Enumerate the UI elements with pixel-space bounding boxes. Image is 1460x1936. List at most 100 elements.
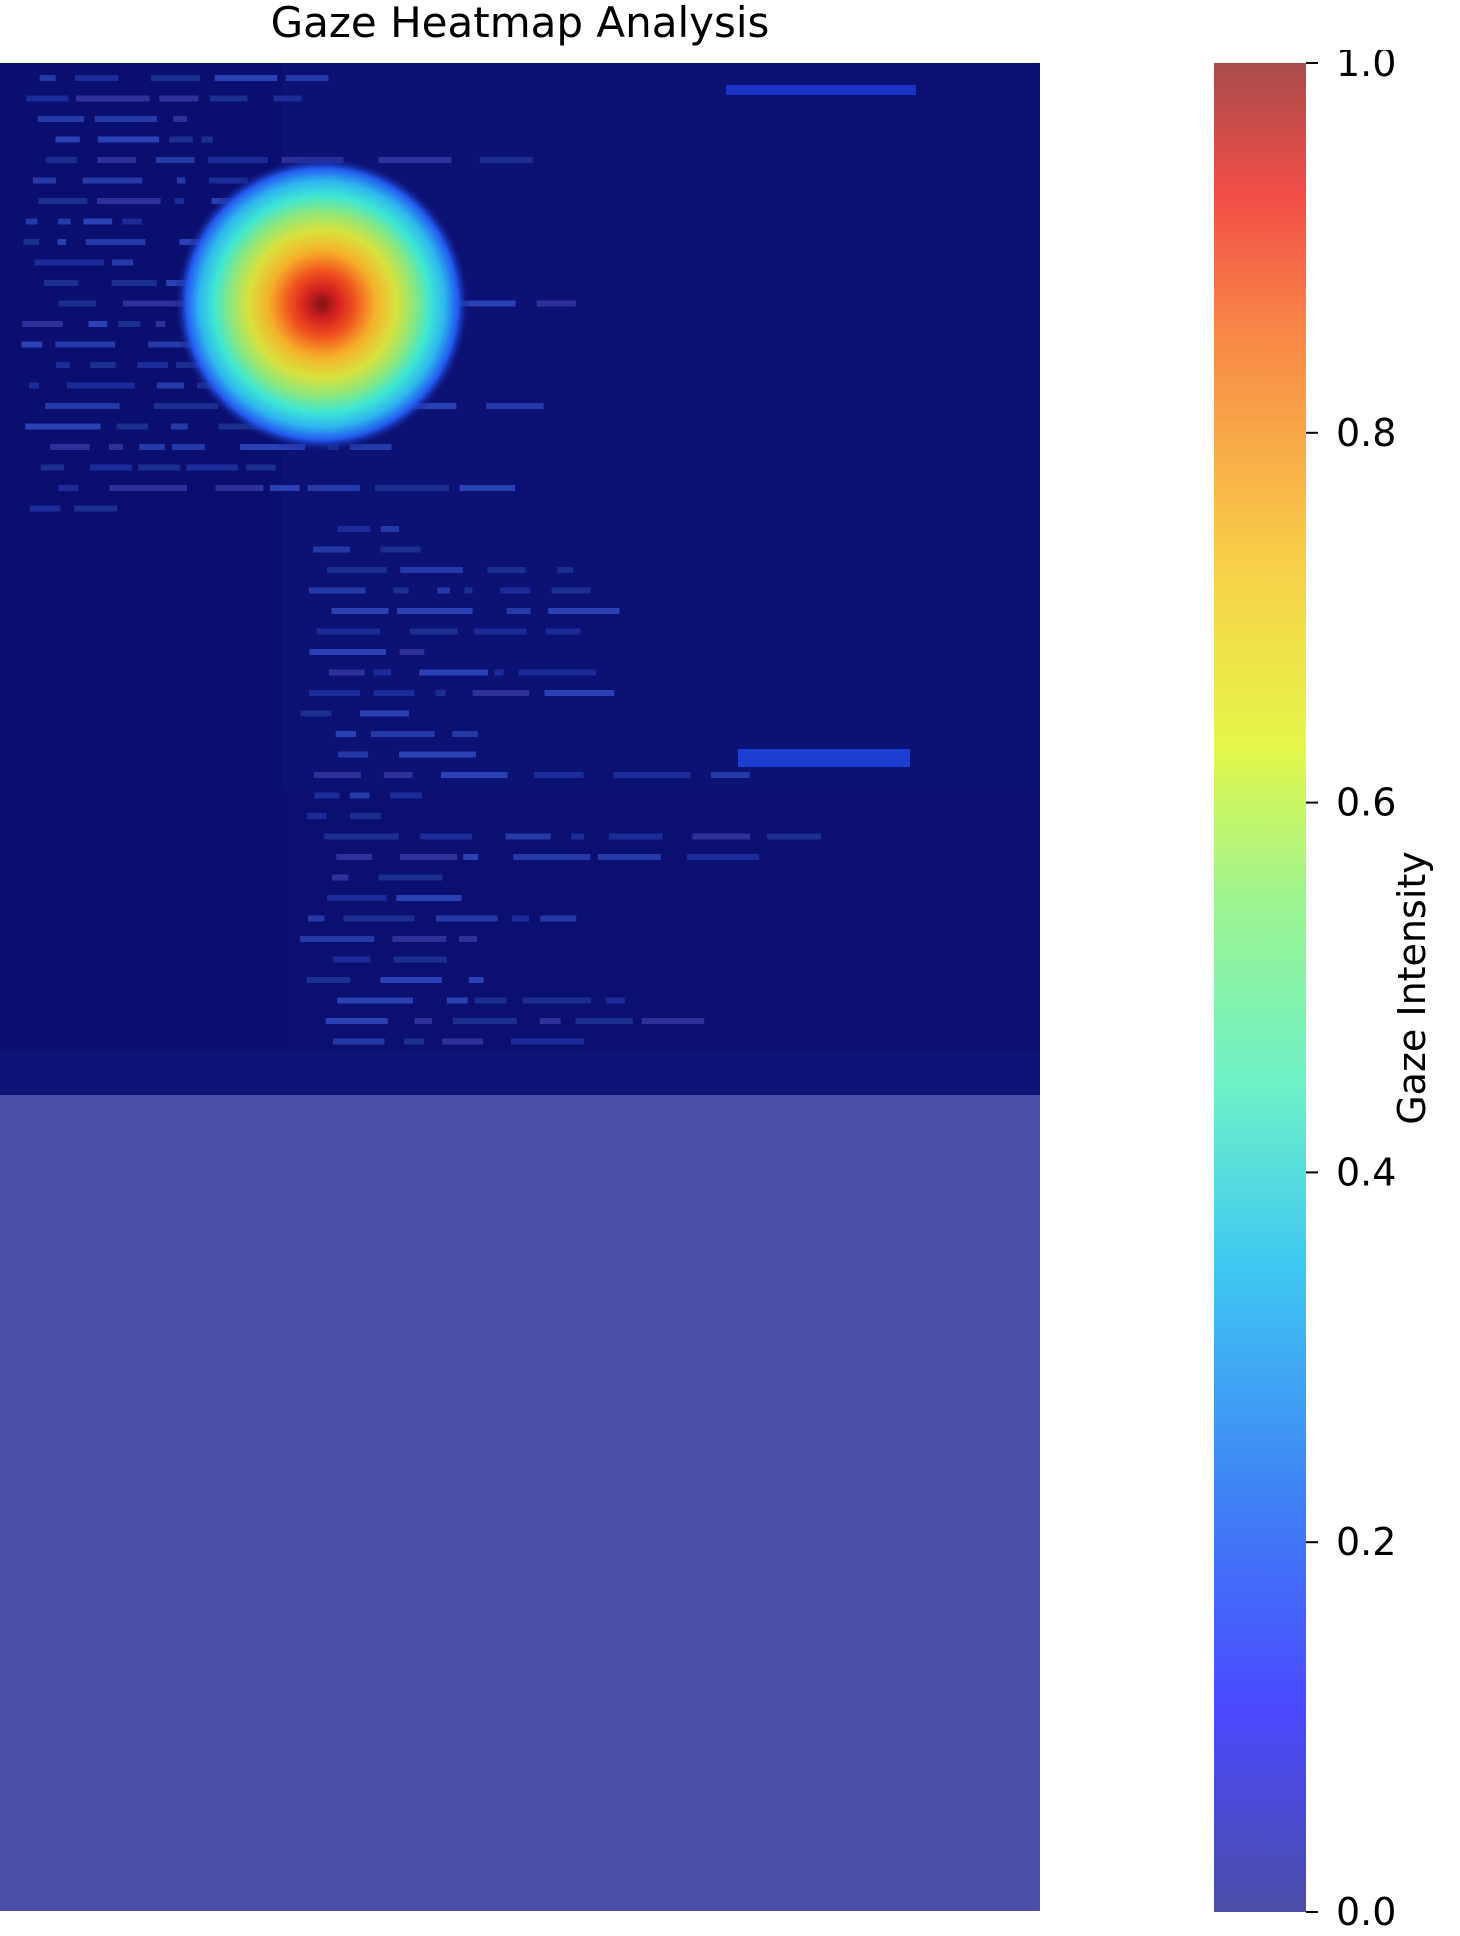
code-line-block: [455, 300, 516, 307]
code-line-block: [58, 485, 79, 491]
code-line-block: [85, 239, 146, 245]
code-line-block: [58, 300, 96, 307]
code-line-block: [513, 854, 591, 860]
code-line-block: [21, 341, 43, 348]
code-line-block: [767, 833, 822, 840]
code-line-block: [314, 792, 340, 799]
code-line-block: [22, 321, 63, 327]
code-line-block: [399, 649, 425, 655]
code-line-block: [487, 567, 526, 573]
code-line-block: [474, 997, 507, 1004]
code-line-block: [89, 464, 133, 471]
code-line-block: [327, 895, 387, 901]
code-line-block: [459, 485, 516, 491]
code-line-block: [337, 997, 413, 1004]
code-line-block: [210, 95, 248, 102]
colorbar: 0.0 0.2 0.4 0.6 0.8 1.0: [1214, 50, 1396, 1934]
code-line-block: [409, 628, 458, 635]
code-line-block: [300, 710, 332, 717]
code-line-block: [28, 382, 40, 389]
code-line-block: [325, 1018, 388, 1024]
colorbar-ticks: 0.0 0.2 0.4 0.6 0.8 1.0: [1306, 50, 1396, 1934]
code-line-block: [176, 177, 186, 184]
code-line-block: [214, 75, 278, 81]
code-line-block: [494, 669, 504, 676]
code-line-block: [307, 813, 327, 819]
code-line-block: [309, 649, 386, 655]
code-line-block: [139, 444, 165, 450]
code-line-block: [25, 218, 38, 225]
code-line-block: [686, 854, 760, 860]
code-line-block: [378, 874, 443, 881]
code-line-block: [472, 690, 530, 696]
code-line-block: [511, 1038, 585, 1045]
code-line-block: [97, 136, 159, 143]
code-line-block: [337, 526, 371, 532]
code-line-block: [50, 444, 90, 450]
code-line-block: [156, 382, 185, 389]
code-line-block: [333, 956, 371, 963]
code-line-block: [453, 1018, 517, 1024]
colorbar-tick-label: 0.0: [1336, 1890, 1396, 1934]
code-line-block: [32, 177, 56, 184]
code-line-block: [335, 731, 356, 737]
code-line-block: [518, 669, 597, 676]
code-line-block: [155, 321, 166, 327]
code-line-block: [97, 157, 137, 163]
code-line-block: [392, 936, 447, 942]
code-line-block: [571, 833, 584, 840]
code-line-block: [324, 833, 399, 840]
code-line-block: [380, 977, 442, 983]
code-line-block: [240, 444, 306, 450]
colorbar-tick-label: 0.4: [1336, 1150, 1396, 1194]
code-line-block: [442, 1038, 484, 1045]
code-line-block: [336, 854, 373, 860]
code-line-block: [34, 259, 105, 266]
code-line-block: [172, 444, 205, 450]
empty-region: [0, 1095, 1040, 1911]
code-line-block: [399, 854, 458, 860]
code-line-block: [441, 772, 508, 778]
code-line-block: [544, 690, 615, 696]
code-line-block: [468, 977, 484, 983]
code-line-block: [458, 936, 478, 942]
code-line-block: [692, 833, 751, 840]
code-line-block: [159, 95, 199, 102]
code-line-block: [186, 464, 238, 471]
code-line-block: [29, 505, 61, 512]
code-line-block: [479, 157, 533, 163]
code-line-block: [597, 854, 661, 860]
code-line-block: [246, 464, 276, 471]
code-line-block: [57, 239, 67, 245]
code-line-block: [548, 608, 620, 614]
code-line-block: [215, 485, 264, 491]
code-line-block: [403, 1038, 424, 1045]
code-line-block: [122, 300, 186, 307]
code-line-block: [138, 464, 181, 471]
code-line-block: [419, 833, 473, 840]
code-line-block: [39, 75, 56, 81]
code-line-block: [534, 772, 584, 778]
code-line-block: [44, 280, 79, 286]
code-line-block: [383, 772, 413, 778]
code-line-block: [26, 95, 69, 102]
colorbar-gradient: [1214, 63, 1306, 1912]
code-line-block: [419, 669, 488, 676]
code-line-block: [74, 505, 118, 512]
code-line-block: [97, 198, 161, 204]
code-line-block: [313, 772, 361, 778]
code-line-block: [641, 1018, 705, 1024]
code-line-block: [45, 157, 77, 163]
code-line-block: [396, 895, 462, 901]
code-line-block: [111, 280, 157, 286]
code-line-block: [539, 1018, 561, 1024]
statusbar-strip: [0, 1051, 1040, 1095]
code-line-block: [173, 116, 187, 122]
code-line-block: [374, 485, 450, 491]
code-line-block: [435, 690, 446, 696]
code-line-block: [393, 587, 409, 594]
code-line-block: [207, 157, 268, 163]
code-line-block: [437, 587, 450, 594]
code-line-block: [153, 403, 219, 409]
code-line-block: [332, 874, 349, 881]
